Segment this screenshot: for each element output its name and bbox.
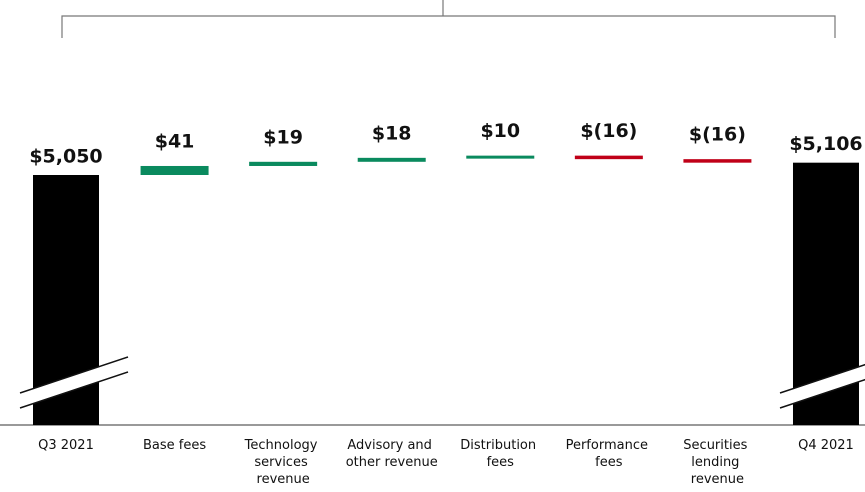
label-line: Base fees	[143, 438, 206, 453]
break-line	[779, 363, 865, 394]
value-label: $(16)	[689, 124, 746, 146]
break-gap	[20, 357, 128, 408]
label-line: Distribution	[460, 438, 540, 453]
decrease-bar	[683, 159, 752, 163]
break-gap	[779, 364, 865, 408]
value-label: $41	[155, 130, 195, 152]
axis-break	[779, 363, 865, 409]
value-label: $19	[263, 126, 303, 148]
x-tick-label: Base fees	[143, 438, 206, 453]
label-line: Securities	[683, 438, 751, 453]
x-tick-label: Q3 2021	[38, 438, 94, 453]
label-line: lending	[691, 455, 743, 470]
break-line	[19, 356, 129, 394]
x-tick-label: Performance fees	[566, 438, 653, 470]
label-line: other revenue	[346, 455, 438, 470]
label-line: Q4 2021	[798, 438, 854, 453]
increase-bar	[249, 161, 318, 166]
value-label: $5,106	[789, 133, 862, 155]
x-tick-label: Securities lending revenue	[683, 438, 751, 487]
value-label: $18	[372, 122, 412, 144]
decrease-bar	[574, 155, 643, 160]
label-line: services	[254, 455, 311, 470]
axis-break	[19, 356, 129, 409]
label-line: Technology	[244, 438, 322, 453]
value-label: $10	[480, 120, 520, 142]
label-line: revenue	[257, 472, 310, 487]
increase-bar	[357, 157, 426, 162]
x-tick-label: Technology services revenue	[244, 438, 322, 487]
label-line: fees	[487, 455, 515, 470]
increase-bar	[140, 165, 209, 175]
label-line: revenue	[691, 472, 744, 487]
break-line	[19, 371, 129, 409]
label-line: Advisory and	[347, 438, 436, 453]
increase-bar	[466, 155, 535, 159]
x-tick-label: Advisory and other revenue	[346, 438, 438, 470]
break-line	[779, 378, 865, 409]
label-line: Q3 2021	[38, 438, 94, 453]
x-tick-label: Q4 2021	[798, 438, 854, 453]
value-label: $5,050	[29, 146, 102, 168]
label-line: fees	[595, 455, 623, 470]
bracket	[61, 0, 836, 38]
label-line: Performance	[566, 438, 653, 453]
x-tick-label: Distribution fees	[460, 438, 540, 470]
value-label: $(16)	[580, 120, 637, 142]
